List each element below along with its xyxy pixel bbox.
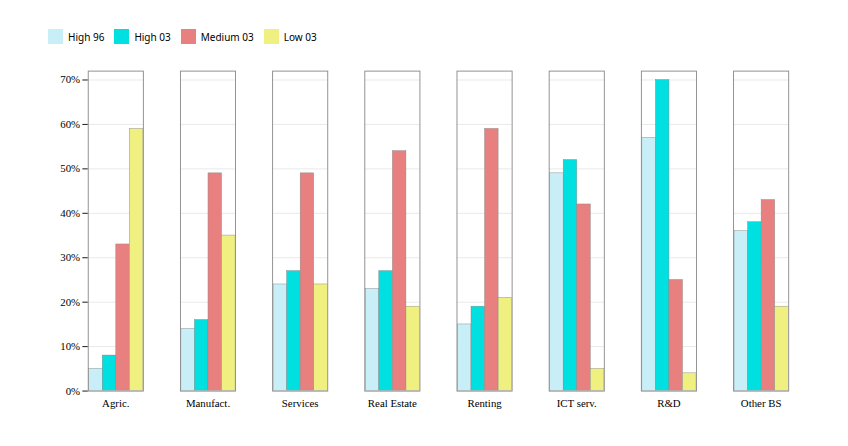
svg-text:Services: Services (282, 397, 319, 409)
svg-text:Renting: Renting (467, 397, 502, 409)
svg-text:30%: 30% (60, 251, 80, 263)
svg-text:0%: 0% (66, 385, 80, 397)
svg-text:40%: 40% (60, 207, 80, 219)
svg-text:70%: 70% (60, 73, 80, 85)
svg-text:Other BS: Other BS (741, 397, 782, 409)
svg-text:10%: 10% (60, 340, 80, 352)
svg-text:Manufact.: Manufact. (186, 397, 230, 409)
html-text:High 03: High 03 (134, 29, 171, 44)
svg-text:Real Estate: Real Estate (368, 397, 417, 409)
svg-text:20%: 20% (60, 296, 80, 308)
html-text:Medium 03: Medium 03 (200, 29, 254, 44)
html-text:High 96: High 96 (68, 29, 105, 44)
svg-text:50%: 50% (60, 162, 80, 174)
svg-text:ICT serv.: ICT serv. (557, 397, 597, 409)
svg-text:Agric.: Agric. (102, 397, 129, 409)
svg-text:60%: 60% (60, 118, 80, 130)
svg-text:R&D: R&D (657, 397, 681, 409)
html-text:Low 03: Low 03 (283, 29, 317, 44)
